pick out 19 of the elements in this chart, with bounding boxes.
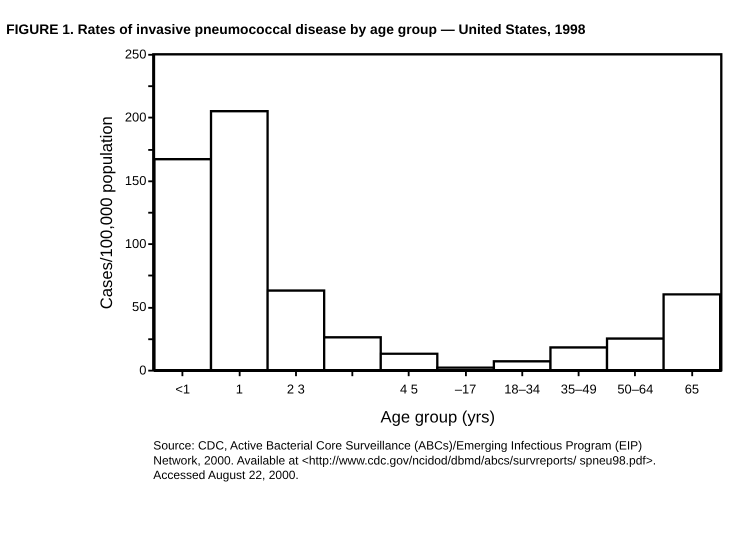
x-tick-label: 50–64 [617,382,654,397]
y-tick-label: 250 [124,46,146,62]
y-tick-label: 200 [124,110,146,125]
y-tick-label: 100 [124,236,146,251]
x-tick-label: 18–34 [504,382,540,397]
x-tick-label: 4 5 [400,382,418,397]
y-tick-label: 50 [132,299,146,314]
x-tick-label: –17 [454,382,476,397]
x-axis-title: Age group (yrs) [380,407,495,426]
y-tick-label: 150 [124,172,146,188]
x-tick-label: 65 [684,382,700,397]
chart-title: FIGURE 1. Rates of invasive pneumococcal disease by age group — United States, 1998 [6,21,586,38]
x-tick-label: <1 [175,382,190,397]
x-tick-label: 1 [236,382,243,397]
x-tick-label: 35–49 [560,382,597,397]
x-tick-label: 2 3 [286,382,305,397]
source-note: Source: CDC, Active Bacterial Core Surveillance (ABCs)/Emerging Infectious Program (EIP) Network, 2000. Available at <http://www.cdc.gov/ncidod/dbmd/abcs/survreports/ spneu98.pdf>. Accessed August 22, 2000. [153,438,656,482]
y-axis-title: Cases/100,000 population [96,116,116,310]
y-tick-label: 0 [139,362,146,378]
